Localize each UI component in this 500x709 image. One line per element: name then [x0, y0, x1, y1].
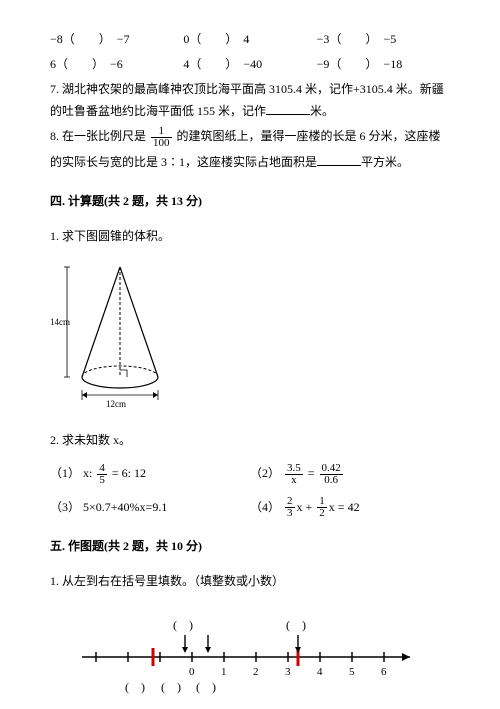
svg-text:12cm: 12cm: [106, 399, 126, 407]
question-8: 8. 在一张比例尺是 1 100 的建筑图纸上，量得一座楼的长是 6 分米，这座…: [50, 125, 450, 149]
section-4-title: 四. 计算题(共 2 题，共 13 分): [50, 190, 450, 213]
section-5-q1: 1. 从左到右在括号里填数。（填整数或小数）: [50, 570, 450, 593]
frac-num: 4: [97, 463, 107, 474]
frac-num: 2: [285, 496, 295, 507]
comp-cell: −3（ ）−5: [317, 28, 450, 51]
frac-num: 1: [317, 496, 327, 507]
q8-p2: 的建筑图纸上，量得一座楼的长是 6 分米，这座楼: [177, 129, 441, 143]
eq-frac: 12: [317, 496, 327, 519]
svg-text:( ): ( ): [161, 680, 181, 694]
frac-den: 2: [317, 507, 327, 519]
section-5-title: 五. 作图题(共 2 题，共 10 分): [50, 535, 450, 558]
frac-num: 3.5: [285, 463, 303, 474]
cone-figure: 14cm 12cm: [50, 257, 450, 415]
paren-blank: （ ）: [329, 32, 383, 46]
svg-text:1: 1: [221, 666, 227, 678]
q8-p3: 的实际长与宽的比是 3∶1，这座楼实际占地面积是: [50, 155, 317, 169]
frac-den: 5: [97, 474, 107, 486]
paren-blank: （ ）: [56, 57, 110, 71]
comp-left: −3: [317, 32, 330, 46]
comp-right: −7: [117, 32, 130, 46]
eq-frac: 3.5x: [285, 463, 303, 486]
eq-label: （1）: [50, 466, 80, 480]
question-7: 7. 湖北神农架的最高峰神农顶比海平面高 3105.4 米，记作+3105.4 …: [50, 78, 450, 124]
eq-text: =: [308, 466, 318, 480]
question-8-cont: 的实际长与宽的比是 3∶1，这座楼实际占地面积是 平方米。: [50, 151, 450, 174]
scale-fraction: 1 100: [151, 126, 172, 149]
fill-blank: [266, 103, 310, 115]
equation-row-2: （3） 5×0.7+40%x=9.1 （4） 23x + 12x = 42: [50, 496, 450, 520]
eq-text: 5×0.7+40%x=9.1: [83, 500, 167, 514]
section-4-q1: 1. 求下图圆锥的体积。: [50, 225, 450, 248]
eq-label: （3）: [50, 500, 80, 514]
svg-text:( ): ( ): [125, 680, 145, 694]
comp-right: 4: [243, 32, 249, 46]
equation-4: （4） 23x + 12x = 42: [250, 496, 450, 520]
svg-text:4: 4: [317, 666, 323, 678]
svg-text:3: 3: [285, 666, 291, 678]
comp-left: −8: [50, 32, 63, 46]
comp-cell: −9（ ）−18: [317, 53, 450, 76]
frac-num: 0.42: [320, 463, 343, 474]
eq-text: = 6: 12: [112, 466, 146, 480]
frac-den: x: [285, 474, 303, 486]
fill-blank: [317, 154, 361, 166]
frac-den: 3: [285, 507, 295, 519]
svg-text:14cm: 14cm: [50, 317, 70, 327]
equation-1: （1） x: 45 = 6: 12: [50, 462, 250, 486]
eq-frac: 23: [285, 496, 295, 519]
comp-cell: 6（ ）−6: [50, 53, 183, 76]
comp-left: −9: [317, 57, 330, 71]
svg-text:0: 0: [189, 666, 195, 678]
number-line-figure: 0 1 2 3 4 5 6 ( ) ( ) ( ) ( ) ( ): [50, 611, 450, 709]
eq-frac: 45: [97, 463, 107, 486]
comp-right: −5: [383, 32, 396, 46]
paren-blank: （ ）: [63, 32, 117, 46]
eq-text: x:: [83, 466, 95, 480]
frac-den: 100: [151, 137, 172, 149]
eq-frac: 0.420.6: [320, 463, 343, 486]
paren-blank: （ ）: [189, 32, 243, 46]
q7-prefix: 7. 湖北神农架的最高峰神农顶比海平面高 3105.4 米，记作+3105.4 …: [50, 82, 444, 119]
comp-right: −18: [383, 57, 402, 71]
svg-text:( ): ( ): [286, 618, 306, 632]
section-4-q2: 2. 求未知数 x。: [50, 429, 450, 452]
eq-text: x = 42: [329, 500, 360, 514]
paren-blank: （ ）: [329, 57, 383, 71]
svg-text:2: 2: [253, 666, 259, 678]
q8-p4: 平方米。: [361, 155, 409, 169]
eq-label: （2）: [250, 466, 280, 480]
comparison-row-1: −8（ ）−7 0（ ）4 −3（ ）−5: [50, 28, 450, 51]
comp-cell: 4（ ）−40: [183, 53, 316, 76]
comp-cell: −8（ ）−7: [50, 28, 183, 51]
comp-right: −6: [110, 57, 123, 71]
equation-2: （2） 3.5x = 0.420.6: [250, 462, 450, 486]
eq-text: x +: [297, 500, 316, 514]
comp-cell: 0（ ）4: [183, 28, 316, 51]
frac-num: 1: [151, 126, 172, 137]
comp-right: −40: [243, 57, 262, 71]
paren-blank: （ ）: [189, 57, 243, 71]
number-line-svg: 0 1 2 3 4 5 6 ( ) ( ) ( ) ( ) ( ): [50, 611, 430, 701]
cone-svg: 14cm 12cm: [50, 257, 170, 407]
svg-text:6: 6: [381, 666, 387, 678]
svg-text:( ): ( ): [173, 618, 193, 632]
frac-den: 0.6: [320, 474, 343, 486]
eq-label: （4）: [250, 500, 280, 514]
svg-text:( ): ( ): [196, 680, 216, 694]
q8-p1: 8. 在一张比例尺是: [50, 129, 146, 143]
q7-suffix: 米。: [310, 104, 334, 118]
equation-row-1: （1） x: 45 = 6: 12 （2） 3.5x = 0.420.6: [50, 462, 450, 486]
comparison-row-2: 6（ ）−6 4（ ）−40 −9（ ）−18: [50, 53, 450, 76]
svg-text:5: 5: [349, 666, 355, 678]
equation-3: （3） 5×0.7+40%x=9.1: [50, 496, 250, 520]
